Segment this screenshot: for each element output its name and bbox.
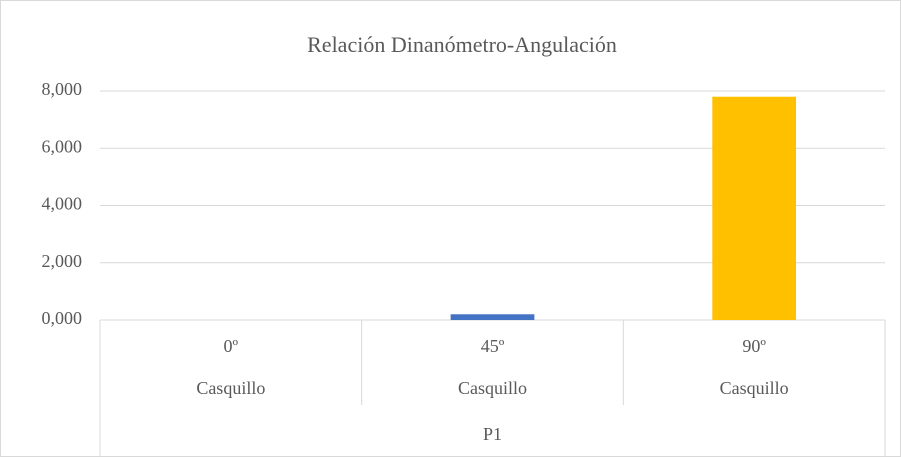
y-tick-label: 8,000 <box>42 79 83 99</box>
x-group-label: Casquillo <box>458 378 527 398</box>
x-outer-label: P1 <box>483 424 502 444</box>
x-tick-label: 45º <box>481 336 505 356</box>
y-tick-label: 4,000 <box>42 194 83 214</box>
x-group-label: Casquillo <box>720 378 789 398</box>
y-tick-label: 0,000 <box>42 308 83 328</box>
bar <box>450 314 535 320</box>
x-tick-label: 90º <box>742 336 766 356</box>
x-tick-label: 0º <box>224 336 239 356</box>
bar <box>712 96 797 320</box>
y-tick-label: 2,000 <box>42 251 83 271</box>
y-tick-label: 6,000 <box>42 136 83 156</box>
chart-title: Relación Dinanómetro-Angulación <box>307 32 617 57</box>
x-group-label: Casquillo <box>196 378 265 398</box>
